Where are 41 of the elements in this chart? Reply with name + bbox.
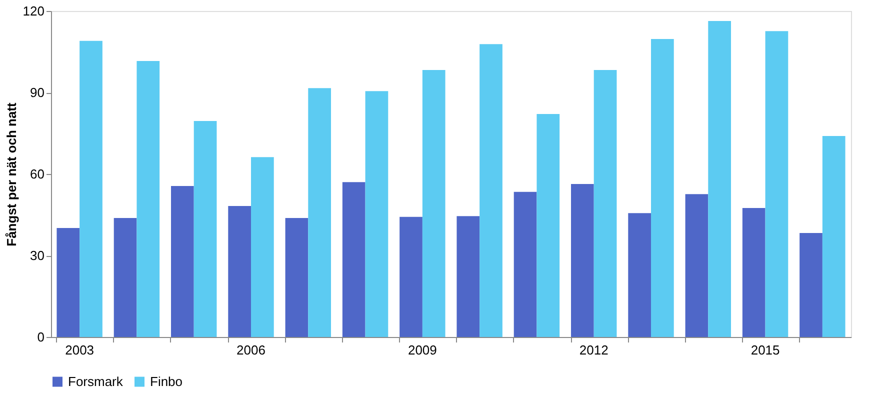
legend-label: Forsmark: [68, 374, 124, 389]
bar: [742, 208, 766, 337]
bar: [400, 216, 422, 337]
y-tick-label: 0: [37, 330, 44, 344]
bar: [422, 70, 446, 337]
bar: [571, 184, 594, 337]
bar: [514, 192, 537, 337]
bar: [480, 44, 502, 337]
y-axis-title: Fångst per nät och natt: [4, 102, 19, 246]
bar: [251, 157, 274, 337]
x-tick-label: 2015: [750, 342, 780, 358]
bar: [628, 213, 651, 337]
legend-label: Finbo: [150, 374, 183, 389]
bar: [822, 136, 846, 337]
y-tick-label: 30: [30, 248, 44, 263]
bar: [171, 186, 194, 337]
bar: [285, 218, 308, 337]
x-tick-label: 2003: [65, 342, 94, 358]
bar: [136, 60, 160, 337]
bar: [308, 88, 331, 337]
y-tick-label: 90: [30, 85, 44, 100]
bar: [456, 216, 480, 337]
bar: [80, 40, 102, 337]
x-tick-label: 2012: [579, 342, 608, 358]
bar: [365, 91, 388, 337]
bar: [194, 121, 217, 337]
bar: [708, 21, 731, 337]
y-tick-label: 120: [22, 4, 44, 18]
bar: [56, 228, 80, 337]
bar: [765, 31, 788, 337]
y-tick-label: 60: [30, 166, 44, 182]
bar: [594, 70, 617, 337]
bar: [685, 194, 708, 337]
bar: [114, 218, 137, 337]
x-tick-label: 2009: [408, 342, 437, 358]
bar: [651, 38, 674, 337]
bar: [228, 206, 251, 337]
bar: [536, 114, 560, 337]
bar: [800, 232, 822, 337]
bar: [342, 182, 366, 337]
x-tick-label: 2006: [236, 342, 266, 358]
